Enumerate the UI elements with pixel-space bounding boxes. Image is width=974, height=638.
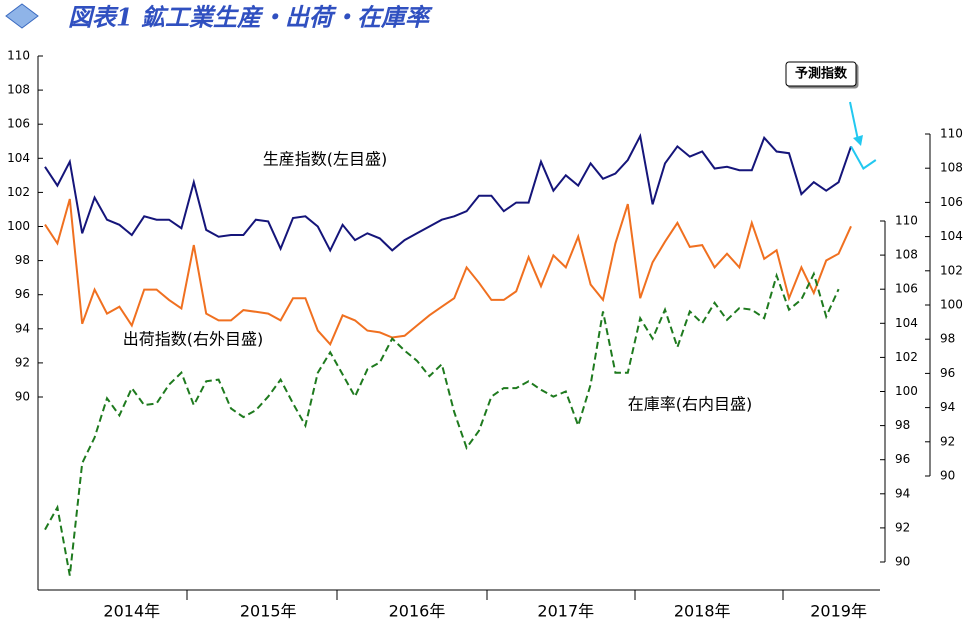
title-icon bbox=[5, 3, 39, 29]
y2-tick-label: 90 bbox=[940, 469, 955, 483]
y3-tick-label: 94 bbox=[895, 486, 910, 500]
y2-tick-label: 100 bbox=[940, 298, 963, 312]
x-tick-label: 2016年 bbox=[389, 602, 446, 621]
y2-tick-label: 102 bbox=[940, 263, 963, 277]
forecast-arrowhead bbox=[853, 135, 863, 146]
y-tick-label: 110 bbox=[7, 49, 30, 63]
y-tick-label: 108 bbox=[7, 83, 30, 97]
y-tick-label: 100 bbox=[7, 219, 30, 233]
y-tick-label: 104 bbox=[7, 151, 30, 165]
forecast-arrow bbox=[849, 101, 859, 141]
y-tick-label: 94 bbox=[15, 321, 30, 335]
forecast-box bbox=[785, 61, 857, 87]
y2-tick-label: 96 bbox=[940, 366, 955, 380]
y2-tick-label: 104 bbox=[940, 229, 963, 243]
y3-tick-label: 96 bbox=[895, 452, 910, 466]
series-line bbox=[44, 198, 852, 347]
series-line bbox=[850, 145, 877, 170]
y2-tick-label: 92 bbox=[940, 434, 955, 448]
x-tick-label: 2014年 bbox=[103, 602, 160, 621]
y3-tick-label: 110 bbox=[895, 214, 918, 228]
y2-tick-label: 98 bbox=[940, 332, 955, 346]
shipment-label: 出荷指数(右外目盛) bbox=[123, 330, 264, 349]
production-label: 生産指数(左目盛) bbox=[263, 150, 388, 169]
y-tick-label: 92 bbox=[15, 355, 30, 369]
y3-tick-label: 102 bbox=[895, 350, 918, 364]
y-tick-label: 102 bbox=[7, 185, 30, 199]
y3-tick-label: 106 bbox=[895, 282, 918, 296]
x-tick-label: 2019年 bbox=[810, 602, 867, 621]
y2-tick-label: 110 bbox=[940, 127, 963, 141]
y-tick-label: 106 bbox=[7, 117, 30, 131]
y2-tick-label: 106 bbox=[940, 195, 963, 209]
year-separators bbox=[186, 590, 784, 600]
forecast-label: 予測指数 bbox=[795, 66, 848, 82]
chart-title: 図表1 鉱工業生産・出荷・在庫率 bbox=[68, 3, 433, 32]
y3-tick-label: 100 bbox=[895, 384, 918, 398]
y3-tick-label: 104 bbox=[895, 316, 918, 330]
series-line bbox=[44, 133, 852, 253]
x-tick-label: 2017年 bbox=[537, 602, 594, 621]
y3-tick-label: 90 bbox=[895, 555, 910, 569]
y3-tick-label: 108 bbox=[895, 248, 918, 262]
y-tick-label: 90 bbox=[15, 390, 30, 404]
y2-tick-label: 108 bbox=[940, 161, 963, 175]
inventory-label: 在庫率(右内目盛) bbox=[628, 395, 753, 414]
y3-tick-label: 92 bbox=[895, 520, 910, 534]
x-tick-label: 2018年 bbox=[674, 602, 731, 621]
y-tick-label: 98 bbox=[15, 253, 30, 267]
y3-tick-label: 98 bbox=[895, 418, 910, 432]
y-tick-label: 96 bbox=[15, 287, 30, 301]
y2-tick-label: 94 bbox=[940, 400, 955, 414]
series-line bbox=[44, 271, 840, 576]
x-tick-label: 2015年 bbox=[240, 602, 297, 621]
